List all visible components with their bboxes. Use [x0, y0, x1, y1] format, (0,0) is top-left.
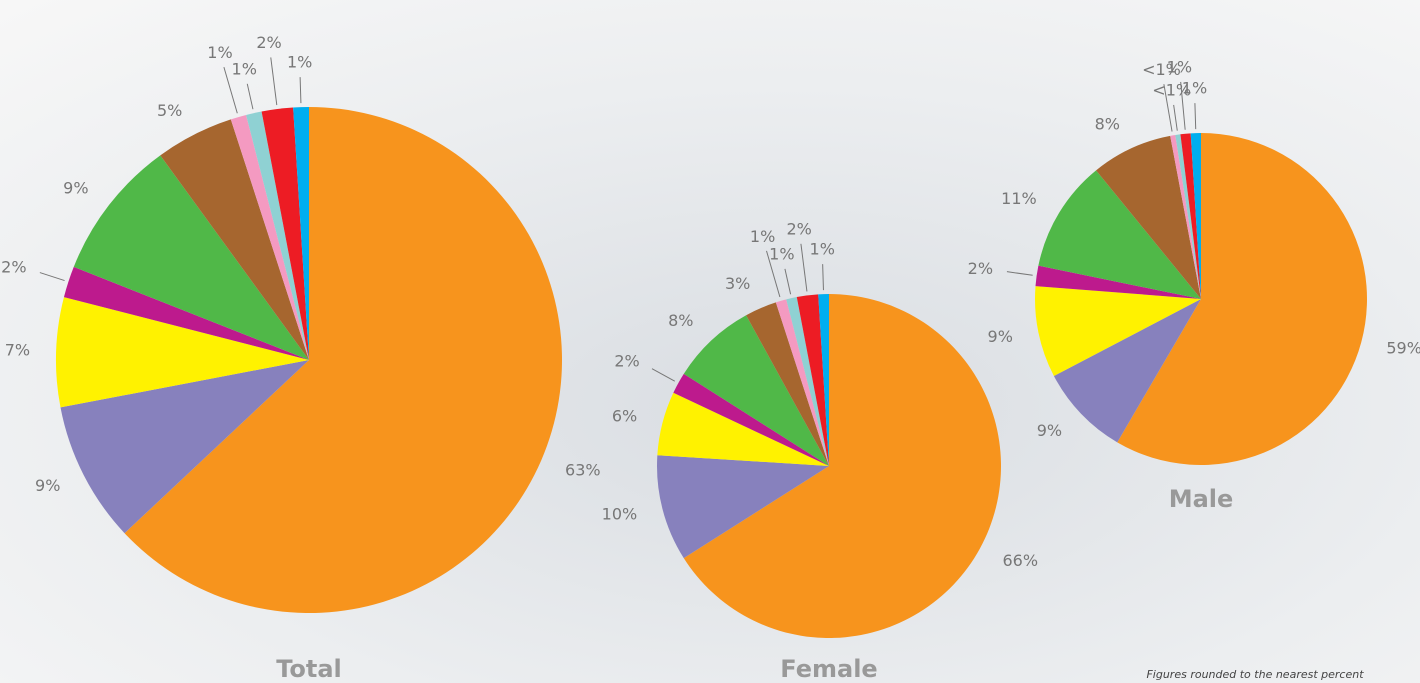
value-label: 9% — [1037, 421, 1062, 440]
chart-title: Male — [1169, 485, 1234, 513]
value-label: 66% — [1003, 551, 1039, 570]
value-label: 1% — [1167, 58, 1192, 77]
value-label: 8% — [1095, 114, 1120, 133]
chart-title: Female — [780, 655, 877, 683]
value-label: 2% — [786, 219, 811, 238]
value-label: 6% — [612, 406, 637, 425]
value-label: 1% — [750, 227, 775, 246]
value-label: 59% — [1386, 339, 1420, 358]
value-label: 1% — [287, 53, 312, 72]
value-label: 8% — [668, 311, 693, 330]
value-label: 1% — [1182, 79, 1207, 98]
footnote: Figures rounded to the nearest percent — [1146, 668, 1364, 681]
value-label: 2% — [1, 258, 26, 277]
value-label: 9% — [63, 178, 88, 197]
value-label: 1% — [207, 43, 232, 62]
value-label: 5% — [157, 101, 182, 120]
value-label: 11% — [1001, 189, 1037, 208]
value-label: 2% — [968, 259, 993, 278]
chart-title: Total — [276, 655, 342, 683]
value-label: 10% — [602, 505, 638, 524]
value-label: 63% — [565, 460, 601, 479]
value-label: 3% — [725, 274, 750, 293]
page: Figures rounded to the nearest percent 6… — [0, 0, 1420, 683]
value-label: 2% — [256, 33, 281, 52]
value-label: 9% — [35, 476, 60, 495]
value-label: 2% — [614, 351, 639, 370]
chart: Figures rounded to the nearest percent 6… — [0, 0, 1420, 683]
value-label: 9% — [988, 327, 1013, 346]
value-label: 7% — [5, 341, 30, 360]
value-label: 1% — [769, 245, 794, 264]
value-label: 1% — [232, 60, 257, 79]
value-label: 1% — [810, 240, 835, 259]
